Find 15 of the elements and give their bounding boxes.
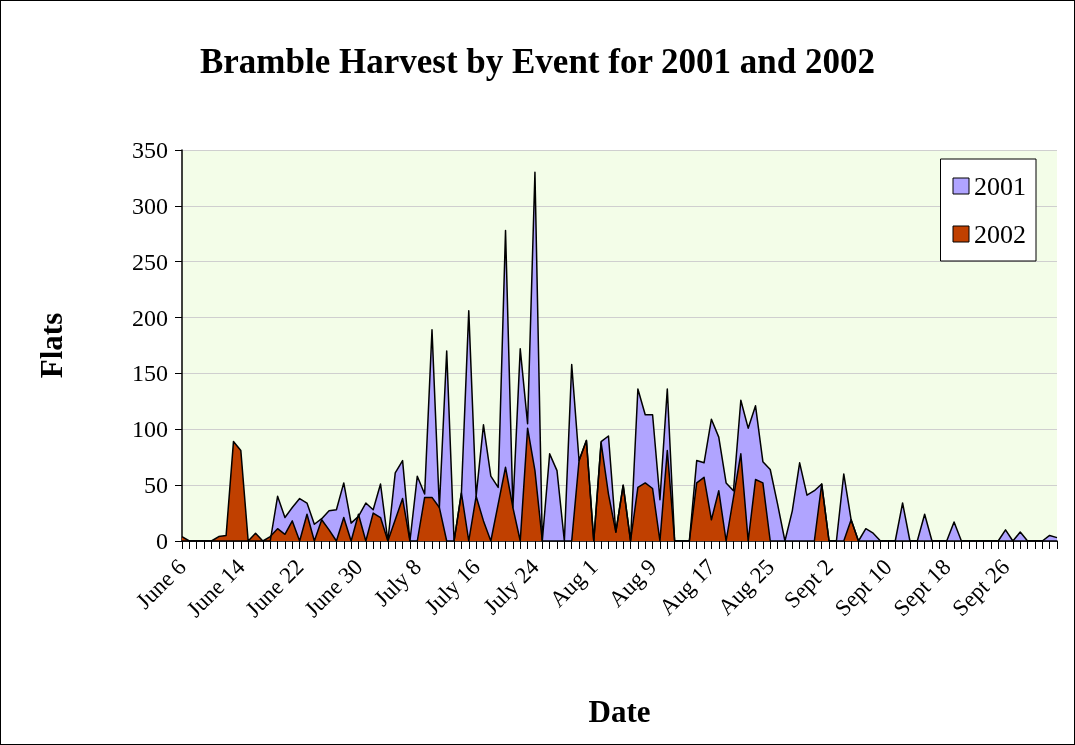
y-tick-label: 0 bbox=[156, 528, 168, 554]
y-tick-label: 200 bbox=[132, 304, 168, 331]
y-tick-label: 50 bbox=[144, 472, 168, 499]
legend-label: 2001 bbox=[974, 171, 1026, 201]
y-tick-label: 250 bbox=[132, 248, 168, 275]
y-tick-label: 150 bbox=[132, 360, 168, 387]
x-tick-label: Aug 1 bbox=[544, 554, 603, 613]
y-tick-label: 350 bbox=[132, 137, 168, 163]
x-axis-title: Date bbox=[588, 694, 651, 729]
y-tick-label: 100 bbox=[132, 416, 168, 443]
x-tick-label: July 8 bbox=[369, 554, 427, 612]
y-axis-title: Flats bbox=[34, 312, 69, 379]
legend-label: 2002 bbox=[974, 219, 1026, 249]
chart-title: Bramble Harvest by Event for 2001 and 2002 bbox=[199, 42, 876, 81]
y-tick-label: 300 bbox=[132, 192, 168, 219]
